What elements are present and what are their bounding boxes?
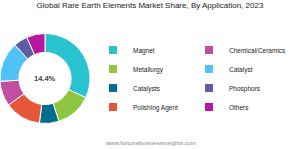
svg-text:Metallurgy: Metallurgy xyxy=(133,66,164,74)
svg-text:Polishing Agent: Polishing Agent xyxy=(133,104,178,112)
svg-text:Magnet: Magnet xyxy=(133,47,155,55)
svg-text:Chemical/Ceramics: Chemical/Ceramics xyxy=(229,47,286,54)
svg-text:Others: Others xyxy=(229,104,249,111)
svg-text:Catalysts: Catalysts xyxy=(133,85,160,93)
svg-text:www.fortunebusinessinsights.co: www.fortunebusinessinsights.com xyxy=(105,140,196,146)
svg-text:Catalyst: Catalyst xyxy=(229,66,253,74)
svg-text:14.4%: 14.4% xyxy=(34,74,56,83)
svg-text:Phosphors: Phosphors xyxy=(229,85,261,93)
svg-text:Global Rare Earth Elements Mar: Global Rare Earth Elements Market Share,… xyxy=(37,1,264,10)
